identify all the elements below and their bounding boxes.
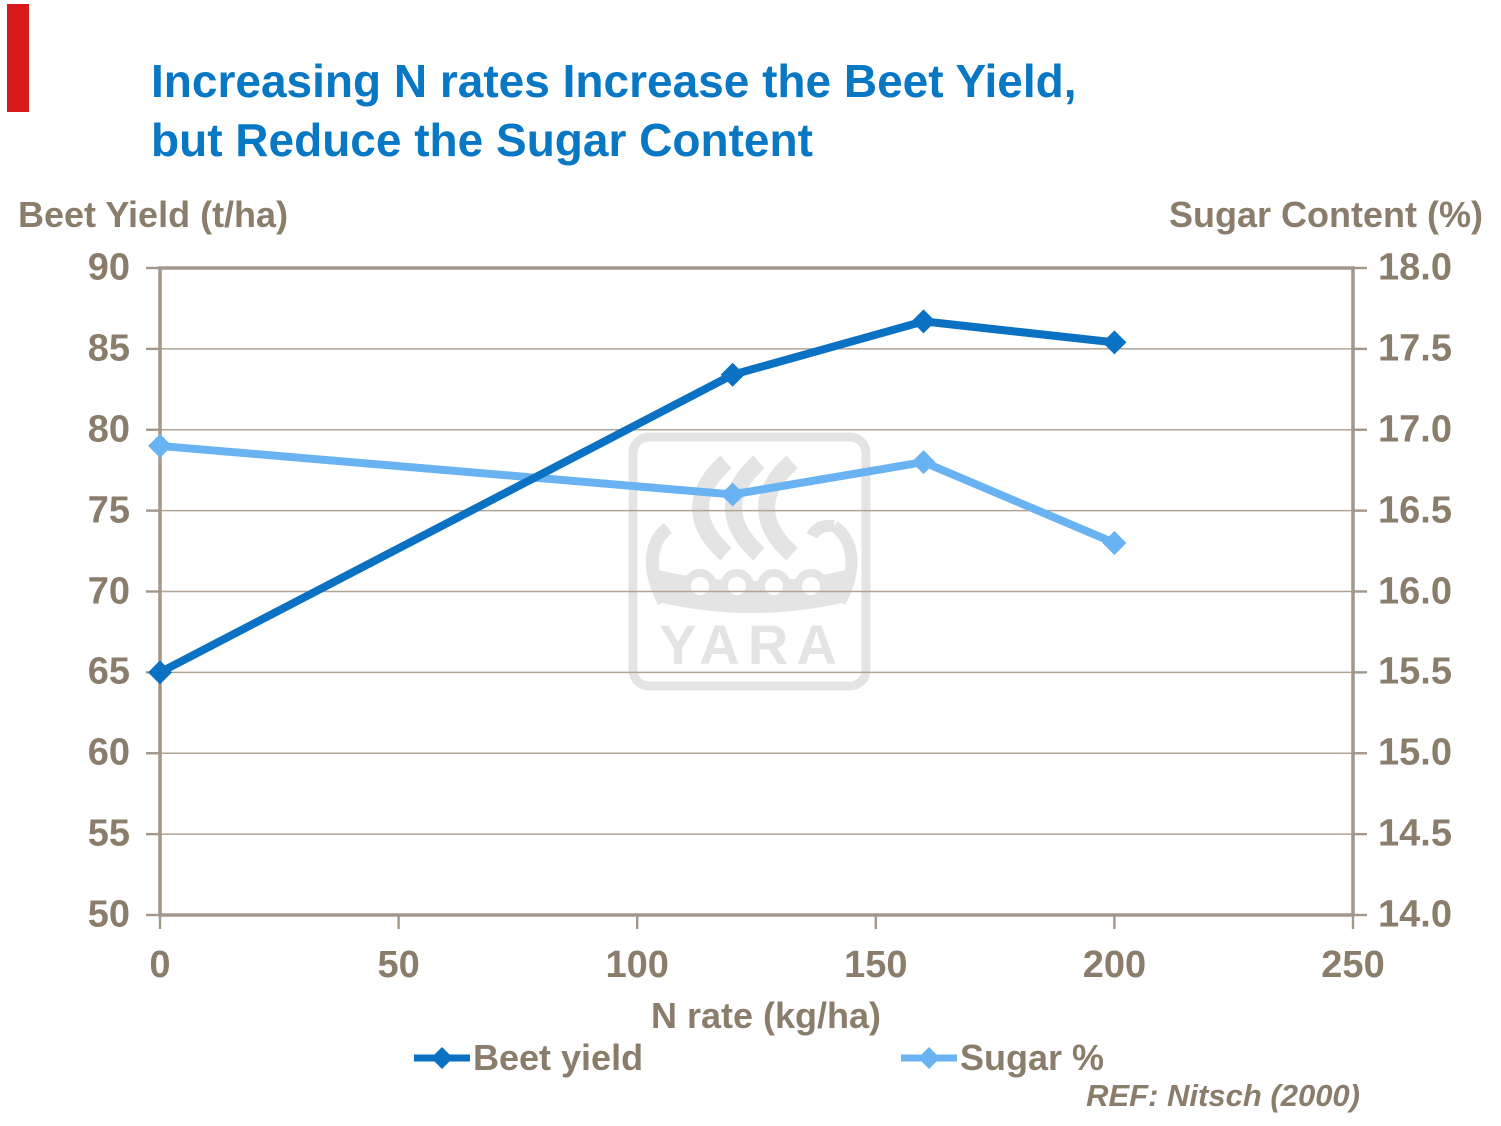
series-line: [156, 317, 1119, 677]
data-point-marker: [720, 482, 745, 507]
legend-marker-icon: [414, 1047, 470, 1069]
watermark-sail-icon: [758, 455, 798, 561]
x-tick-label: 150: [844, 944, 908, 986]
x-tick-label: 0: [149, 944, 171, 986]
watermark-sail-icon: [692, 455, 732, 561]
legend-marker-icon: [901, 1047, 957, 1069]
right-y-tick-label: 16.0: [1378, 570, 1452, 612]
legend-label: Sugar %: [960, 1037, 1105, 1078]
right-y-tick-label: 17.5: [1378, 327, 1452, 370]
right-y-tick-label: 17.0: [1378, 408, 1452, 451]
left-y-tick-label: 75: [87, 489, 130, 532]
right-y-tick-label: 14.5: [1378, 812, 1452, 855]
watermark-shield: [683, 569, 717, 603]
right-y-tick-label: 16.5: [1378, 489, 1452, 532]
watermark-shield: [720, 569, 754, 603]
watermark-frame: [628, 432, 871, 691]
accent-bar: [7, 4, 29, 112]
x-tick-label: 100: [605, 944, 669, 986]
left-y-tick-label: 90: [87, 246, 130, 289]
x-tick-label: 200: [1082, 944, 1147, 986]
legend-item: Beet yield: [413, 1036, 643, 1080]
left-y-tick-label: 60: [87, 731, 130, 774]
reference-note: REF: Nitsch (2000): [1086, 1078, 1360, 1113]
watermark-shield: [794, 569, 828, 603]
x-tick-label: 250: [1321, 944, 1385, 986]
watermark-shield: [757, 569, 791, 603]
left-y-tick-label: 70: [87, 570, 130, 612]
left-y-tick-label: 85: [87, 327, 130, 370]
right-y-tick-label: 15.5: [1378, 650, 1452, 693]
left-y-tick-label: 65: [87, 650, 130, 693]
left-y-tick-label: 55: [87, 812, 130, 855]
data-point-marker: [1102, 330, 1127, 355]
series-line: [156, 441, 1119, 547]
data-point-marker: [148, 660, 172, 685]
left-y-tick-label: 50: [87, 893, 130, 936]
data-point-marker: [720, 362, 745, 387]
title-line-1: Increasing N rates Increase the Beet Yie…: [151, 55, 1077, 107]
legend-label: Beet yield: [473, 1037, 644, 1078]
right-y-tick-label: 14.0: [1378, 893, 1452, 936]
left-axis-title: Beet Yield (t/ha): [18, 194, 289, 235]
data-point-marker: [911, 450, 936, 475]
data-point-marker: [911, 309, 936, 334]
x-tick-label: 50: [377, 944, 420, 986]
watermark-text: YARA: [659, 613, 845, 676]
legend-item: Sugar %: [900, 1036, 1104, 1080]
data-point-marker: [148, 433, 172, 458]
title-line-2: but Reduce the Sugar Content: [151, 114, 813, 166]
left-y-tick-label: 80: [87, 408, 130, 451]
data-point-marker: [1102, 530, 1127, 555]
right-y-tick-label: 18.0: [1378, 246, 1452, 289]
right-y-tick-label: 15.0: [1378, 731, 1452, 774]
chart-title: Increasing N rates Increase the Beet Yie…: [151, 52, 1077, 170]
right-axis-title: Sugar Content (%): [1169, 194, 1483, 235]
x-axis-title: N rate (kg/ha): [650, 995, 882, 1036]
watermark-sail-icon: [725, 455, 765, 561]
